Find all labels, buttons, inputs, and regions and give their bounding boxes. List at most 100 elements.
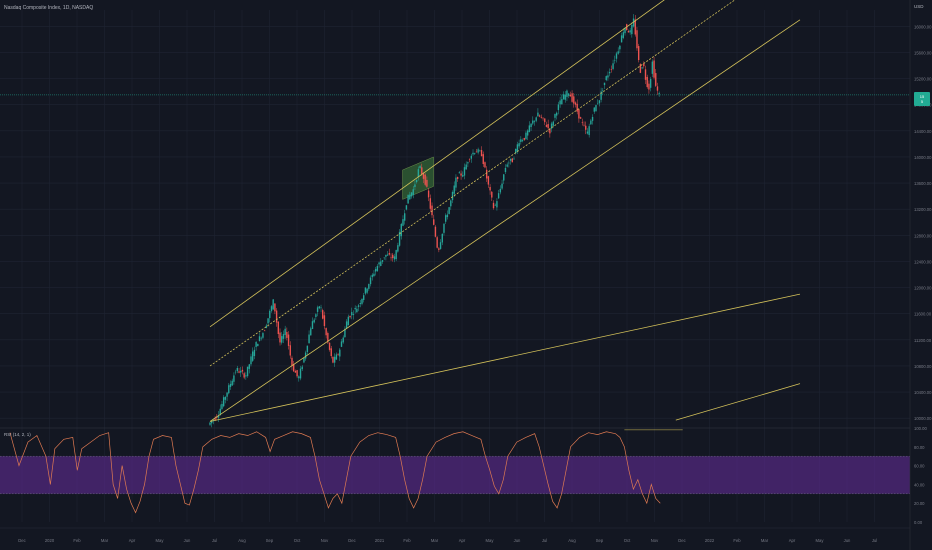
candle-body: [492, 202, 495, 209]
candle-body: [576, 103, 578, 112]
candle-body: [656, 86, 659, 91]
candle-body: [614, 59, 616, 61]
candle-body: [499, 188, 502, 193]
candle-body: [263, 330, 266, 332]
candle-body: [344, 328, 346, 338]
price-tick-label: 15600.00: [914, 50, 932, 55]
price-tick-label: 16000.00: [914, 24, 932, 29]
candle-body: [525, 132, 527, 140]
channel-lines[interactable]: [209, 0, 801, 422]
candle-body: [248, 364, 250, 369]
candle-body: [547, 124, 549, 129]
candle-body: [569, 94, 572, 97]
candle-body: [272, 299, 274, 310]
candle-body: [274, 303, 276, 312]
candles: [209, 14, 660, 428]
rsi-panel[interactable]: [0, 427, 910, 514]
candle-body: [472, 152, 474, 155]
candle-body: [354, 307, 356, 310]
candle-body: [255, 342, 257, 347]
candle-body: [538, 115, 541, 117]
candle-body: [366, 288, 368, 293]
candle-body: [578, 109, 580, 119]
time-tick-label: Apr: [789, 538, 796, 543]
candle-body: [426, 179, 428, 187]
candle-body: [378, 262, 380, 265]
candle-body: [644, 69, 647, 80]
candle-body: [532, 120, 534, 124]
candle-body: [385, 254, 387, 257]
candle-body: [463, 167, 466, 176]
candle-body: [414, 184, 416, 187]
candle-body: [508, 162, 510, 164]
candle-body: [535, 117, 537, 121]
candle-body: [289, 345, 291, 356]
candle-body: [284, 328, 286, 335]
trend-line[interactable]: [209, 293, 801, 422]
rsi-tick-label: 60.00: [914, 464, 925, 469]
candle-body: [598, 100, 601, 104]
candle-body: [267, 318, 269, 324]
rsi-tick-label: 80.00: [914, 445, 925, 450]
candle-body: [433, 219, 435, 225]
candle-body: [439, 242, 442, 249]
candle-body: [549, 128, 551, 134]
rsi-line: [9, 431, 661, 514]
candle-body: [557, 104, 560, 111]
candle-body: [506, 164, 508, 167]
candle-body: [636, 30, 638, 49]
candle-body: [504, 167, 507, 173]
time-tick-label: May: [816, 538, 825, 543]
candle-body: [424, 174, 426, 185]
candle-body: [415, 179, 418, 183]
candle-body: [537, 112, 539, 117]
candle-body: [222, 397, 225, 407]
channel-mid-line[interactable]: [209, 0, 800, 367]
candle-body: [544, 118, 546, 123]
time-tick-label: Oct: [624, 538, 631, 543]
candle-body: [402, 219, 404, 226]
candle-body: [410, 192, 413, 197]
candle-body: [653, 60, 655, 78]
candle-body: [497, 193, 500, 199]
time-tick-label: Sep: [266, 538, 274, 543]
candle-body: [634, 19, 636, 35]
candle-body: [450, 200, 452, 207]
candle-body: [277, 321, 280, 335]
price-tick-label: 12800.00: [914, 233, 932, 238]
candle-body: [639, 64, 642, 73]
time-tick-label: Oct: [294, 538, 301, 543]
channel-upper-line[interactable]: [209, 0, 800, 328]
candle-body: [465, 164, 467, 170]
candle-body: [332, 356, 334, 363]
candle-body: [296, 370, 298, 377]
time-tick-label: Jul: [872, 538, 877, 543]
candle-body: [251, 351, 254, 361]
highlight-box-shape[interactable]: [402, 156, 434, 200]
currency-label: USD: [914, 4, 924, 9]
candle-body: [257, 343, 259, 347]
candle-body: [310, 328, 312, 336]
price-tick-label: 10400.00: [914, 390, 932, 395]
candle-body: [511, 158, 513, 163]
candle-body: [516, 144, 519, 152]
candle-body: [291, 357, 293, 366]
candle-body: [333, 356, 336, 363]
candle-body: [388, 252, 391, 255]
price-tag-value: 15: [919, 94, 925, 99]
highlight-box[interactable]: [402, 156, 434, 200]
candle-body: [458, 172, 461, 174]
channel-lower-line[interactable]: [209, 19, 801, 422]
candle-body: [368, 284, 370, 289]
candle-body: [262, 333, 264, 338]
time-tick-label: Nov: [321, 538, 329, 543]
candle-body: [421, 167, 423, 175]
candle-body: [564, 94, 566, 100]
candle-body: [624, 27, 626, 34]
candle-body: [603, 82, 606, 86]
time-tick-label: Mar: [431, 538, 439, 543]
time-tick-label: Jul: [542, 538, 547, 543]
trend-line[interactable]: [675, 383, 801, 421]
